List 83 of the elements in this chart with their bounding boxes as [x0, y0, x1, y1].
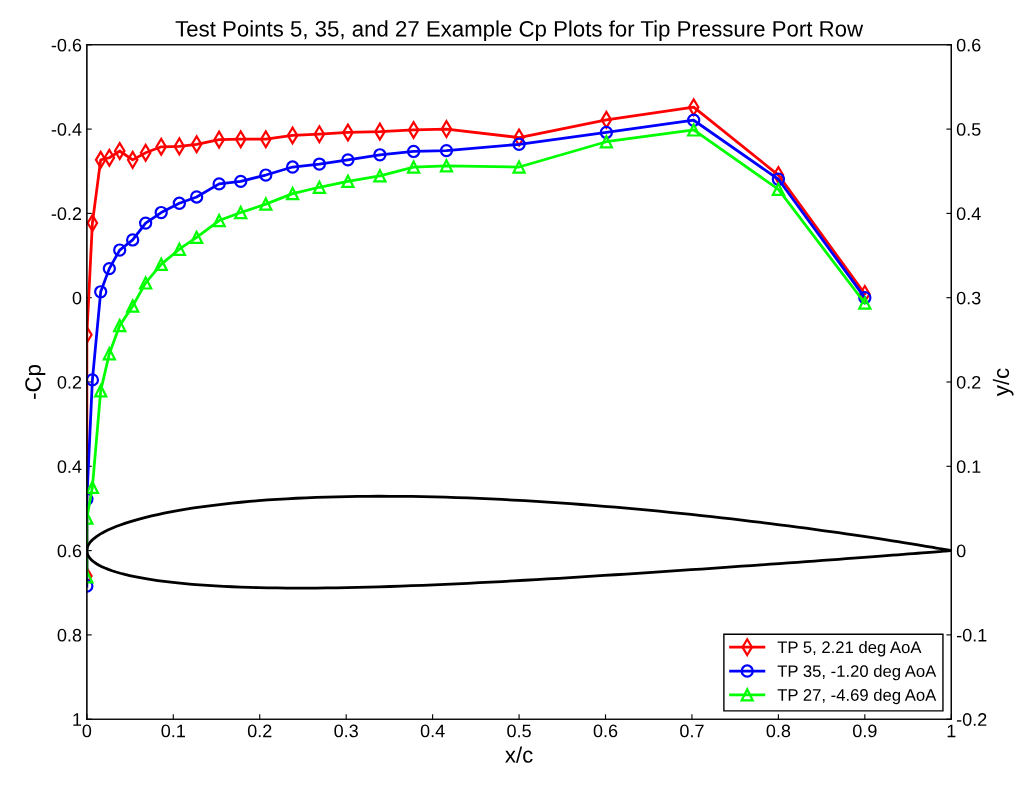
- point: [512, 160, 526, 174]
- y2-tick-label: 0.5: [956, 123, 981, 136]
- point: [86, 373, 100, 387]
- point: [406, 144, 421, 159]
- y2-tick-label: 0.4: [956, 207, 981, 221]
- point: [312, 157, 327, 171]
- point: [599, 135, 614, 149]
- legend-label: TP 5, 2.21 deg AoA: [777, 640, 922, 657]
- legend-label: TP 27, -4.69 deg AoA: [777, 688, 937, 705]
- point: [113, 243, 127, 257]
- y-tick-label: 0.4: [57, 460, 82, 474]
- point: [126, 233, 140, 247]
- x-tick-label: 0.1: [161, 724, 185, 738]
- point: [102, 261, 116, 276]
- point: [212, 213, 226, 228]
- point: [259, 197, 273, 211]
- point: [113, 318, 127, 333]
- point: [512, 137, 526, 151]
- point: [373, 169, 387, 183]
- point: [687, 123, 701, 137]
- point: [234, 174, 248, 189]
- y2-tick-label: -0.2: [956, 713, 987, 726]
- x-tick-label: 1: [947, 724, 956, 738]
- x-tick-label: 0.3: [334, 724, 358, 738]
- point: [94, 384, 108, 398]
- point: [189, 190, 204, 204]
- point: [341, 174, 355, 189]
- y-tick-label: 0.8: [57, 628, 82, 642]
- y-tick-label: 0.2: [57, 375, 82, 389]
- x-tick-label: 0.6: [593, 724, 618, 738]
- point: [771, 182, 786, 197]
- point: [687, 113, 701, 127]
- y-tick-label: -0.4: [51, 123, 82, 136]
- point: [373, 148, 387, 162]
- x-tick-label: 0.8: [766, 724, 791, 738]
- point: [406, 160, 421, 174]
- point: [858, 291, 872, 305]
- point: [285, 160, 300, 174]
- point: [113, 142, 126, 160]
- point: [126, 299, 140, 313]
- x-tick-label: 0.7: [680, 724, 704, 738]
- x-axis-title: x/c: [505, 746, 533, 763]
- y-axis-title: -Cp: [25, 365, 46, 399]
- point: [138, 216, 153, 230]
- y2-tick-label: -0.1: [956, 628, 987, 642]
- chart-title: Test Points 5, 35, and 27 Example Cp Plots for Tip Pressure Port Row: [175, 20, 864, 42]
- y2-tick-label: 0.6: [956, 38, 981, 52]
- x-tick-label: 0.2: [247, 724, 272, 738]
- x-tick-label: 0.9: [852, 724, 877, 738]
- point: [341, 153, 355, 167]
- point: [94, 285, 108, 299]
- y2-tick-label: 0.1: [956, 460, 981, 474]
- y-tick-label: -0.6: [51, 38, 82, 52]
- y2-axis-title: y/c: [992, 368, 1014, 397]
- point: [234, 205, 248, 220]
- x-tick-label: 0.5: [507, 724, 531, 738]
- point: [86, 480, 100, 495]
- point: [102, 347, 116, 361]
- point: [439, 159, 454, 173]
- point: [189, 230, 204, 245]
- y2-tick-label: 0.2: [956, 375, 981, 389]
- y-tick-label: -0.2: [51, 207, 82, 221]
- x-tick-label: 0.4: [420, 724, 445, 738]
- point: [312, 180, 327, 194]
- point: [154, 257, 168, 272]
- point: [212, 177, 226, 191]
- y2-tick-label: 0: [956, 544, 966, 558]
- point: [172, 242, 187, 256]
- legend-label: TP 35, -1.20 deg AoA: [777, 664, 937, 681]
- y2-tick-label: 0.3: [956, 291, 981, 305]
- y-tick-label: 0: [72, 291, 82, 305]
- x-tick-label: 0: [82, 724, 92, 738]
- point: [172, 196, 187, 210]
- point: [259, 168, 273, 182]
- y-tick-label: 0.6: [57, 544, 82, 558]
- y-tick-label: 1: [73, 713, 82, 726]
- point: [439, 143, 454, 158]
- point: [154, 205, 168, 220]
- point: [771, 172, 786, 186]
- point: [138, 276, 153, 290]
- point: [599, 125, 614, 140]
- point: [285, 186, 300, 201]
- point: [858, 296, 872, 310]
